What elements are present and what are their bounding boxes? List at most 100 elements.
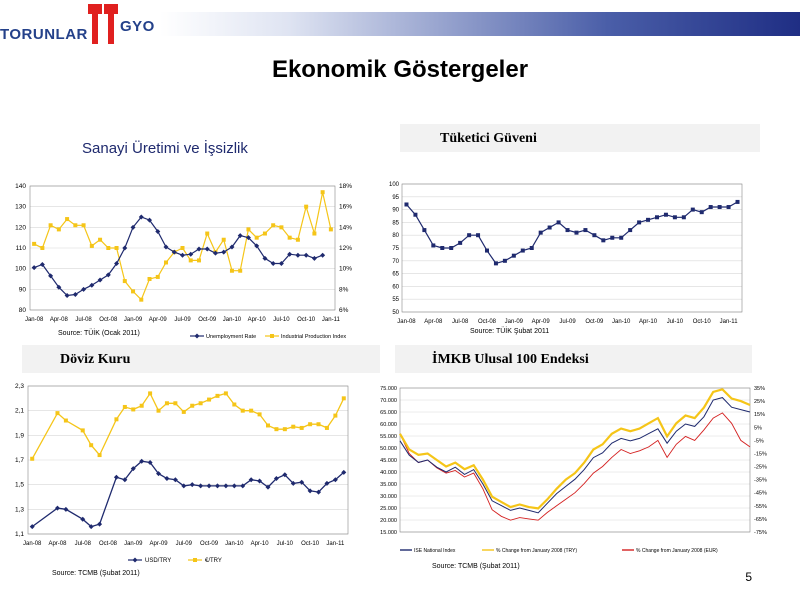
sanayi-unemployment-point — [39, 262, 45, 268]
doviz-eur-point — [215, 393, 220, 398]
doviz-legend-marker — [132, 557, 138, 563]
tuketici-series-point — [529, 246, 534, 250]
tuketici-series-point — [556, 220, 561, 225]
doviz-eur-point — [89, 443, 94, 448]
tuketici-series-point — [547, 225, 552, 230]
doviz-x-tick-label: Jan-10 — [225, 541, 244, 547]
tuketici-series-point — [574, 230, 579, 235]
tuketici-series-point — [502, 258, 507, 263]
doviz-eur-point — [63, 418, 68, 423]
imkb-y2-tick-label: -5% — [754, 438, 764, 444]
tuketici-series-point — [672, 215, 677, 220]
tuketici-series-point — [485, 248, 489, 253]
sanayi-y-tick-label: 80 — [19, 307, 27, 314]
sanayi-unemployment-point — [147, 217, 153, 223]
sanayi-plot-frame — [29, 185, 336, 311]
doviz-legend-marker — [193, 558, 197, 562]
tuketici-x-tick-label: Jan-11 — [720, 319, 739, 325]
tuketici-series-point — [404, 202, 409, 207]
imkb-y2-tick-label: -75% — [754, 530, 767, 536]
imkb-y-tick-label: 25.000 — [380, 506, 397, 512]
doviz-eur-point — [266, 423, 270, 428]
tuketici-chart: 50 55 60 65 70 75 80 85 90 95 100 Jan-08 Apr-08 Jul-0… — [389, 182, 743, 325]
doviz-usd-point — [332, 477, 338, 483]
imkb-y-tick-label: 65.000 — [380, 410, 397, 416]
doviz-legend-label: USD/TRY — [145, 558, 171, 564]
tuketici-y-tick-label: 55 — [392, 297, 399, 303]
sanayi-ipi-point — [221, 237, 226, 242]
sanayi-unemployment-point — [48, 273, 54, 279]
tuketici-x-tick-label: Jan-08 — [397, 319, 416, 325]
doviz-panel-title: Döviz Kuru — [60, 352, 131, 367]
sanayi-y2-tick-label: 16% — [339, 204, 352, 211]
tuketici-x-tick-label: Apr-08 — [424, 319, 443, 325]
doviz-usd-point — [257, 478, 263, 484]
imkb-y2-tick-label: -15% — [754, 451, 767, 457]
tuketici-x-tick-label: Jan-10 — [612, 319, 631, 325]
doviz-eur-point — [324, 425, 329, 430]
sanayi-x-tick-label: Jan-08 — [25, 317, 44, 323]
imkb-source: Source: TCMB (Şubat 2011) — [432, 563, 520, 570]
doviz-usd-line — [31, 460, 345, 528]
sanayi-unemployment-point — [155, 228, 161, 234]
imkb-y-tick-label: 15.000 — [380, 530, 397, 536]
doviz-usd-point — [63, 506, 69, 512]
doviz-usd-point — [223, 483, 229, 489]
sanayi-ipi-point — [40, 246, 45, 250]
doviz-eur-point — [139, 403, 144, 408]
doviz-x-tick-label: Oct-08 — [99, 541, 118, 547]
doviz-y-tick-label: 2,1 — [15, 408, 24, 415]
doviz-usd-point — [189, 482, 195, 488]
doviz-eur-point — [316, 422, 321, 427]
tuketici-y-tick-label: 95 — [392, 195, 399, 201]
imkb-y-tick-label: 30.000 — [380, 494, 397, 500]
sanayi-legend-label: Industrial Production Index — [281, 334, 346, 340]
imkb-y-tick-label: 20.000 — [380, 518, 397, 524]
imkb-eur-line — [399, 412, 751, 521]
tuketici-title-band — [400, 124, 760, 152]
sanayi-ipi-point — [279, 225, 284, 230]
sanayi-unemployment-line — [33, 216, 323, 297]
sanayi-source: Source: TÜİK (Ocak 2011) — [58, 330, 140, 337]
imkb-y-tick-label: 40.000 — [380, 470, 397, 476]
tuketici-x-tick-label: Apr-10 — [639, 319, 658, 325]
tuketici-series-point — [735, 199, 740, 204]
doviz-usd-point — [248, 477, 254, 483]
sanayi-ipi-point — [271, 223, 276, 228]
sanayi-x-tick-label: Jul-10 — [273, 317, 290, 323]
sanayi-ipi-point — [238, 268, 243, 273]
tuketici-series-point — [619, 235, 624, 240]
imkb-y-tick-label: 50.000 — [380, 446, 397, 452]
sanayi-ipi-point — [139, 297, 144, 302]
sanayi-ipi-point — [246, 227, 251, 232]
doviz-usd-point — [54, 505, 60, 511]
doviz-eur-point — [97, 453, 102, 458]
sanayi-unemployment-point — [188, 251, 194, 257]
imkb-y2-tick-label: 25% — [754, 399, 765, 405]
doviz-usd-point — [206, 483, 212, 489]
imkb-y2-tick-label: -65% — [754, 517, 767, 523]
doviz-title-band — [22, 345, 380, 373]
sanayi-ipi-point — [328, 227, 333, 232]
doviz-y-tick-label: 1,7 — [15, 457, 24, 464]
doviz-source: Source: TCMB (Şubat 2011) — [52, 570, 140, 577]
sanayi-ipi-point — [188, 258, 193, 263]
doviz-eur-point — [207, 397, 212, 402]
doviz-usd-point — [172, 477, 178, 483]
tuketici-series-point — [601, 238, 606, 243]
doviz-usd-point — [147, 459, 153, 465]
sanayi-y-tick-label: 130 — [15, 204, 26, 211]
doviz-x-tick-label: Apr-09 — [150, 541, 169, 547]
sanayi-ipi-point — [65, 217, 70, 222]
tuketici-series-point — [708, 205, 713, 210]
sanayi-unemployment-point — [138, 214, 144, 220]
doviz-usd-point — [88, 524, 94, 530]
doviz-eur-point — [299, 425, 304, 430]
doviz-usd-point — [307, 488, 313, 494]
doviz-eur-point — [156, 408, 161, 413]
imkb-y2-tick-label: 35% — [754, 386, 765, 392]
doviz-eur-point — [274, 427, 279, 432]
imkb-chart: 15.000 20.000 25.000 30.000 35.000 40.000 45.0… — [380, 386, 767, 554]
sanayi-unemployment-point — [320, 252, 326, 258]
doviz-x-tick-label: Apr-10 — [251, 541, 270, 547]
